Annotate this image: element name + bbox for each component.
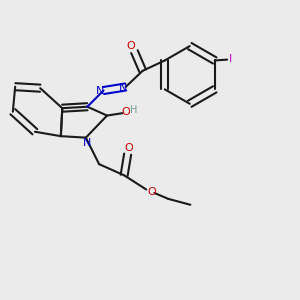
- Text: H: H: [130, 105, 138, 115]
- Text: I: I: [229, 54, 233, 64]
- Text: N: N: [118, 83, 127, 94]
- Text: O: O: [147, 188, 156, 197]
- Text: O: O: [125, 143, 134, 153]
- Text: N: N: [96, 86, 104, 96]
- Text: O: O: [122, 107, 130, 117]
- Text: O: O: [127, 41, 135, 51]
- Text: N: N: [83, 138, 92, 148]
